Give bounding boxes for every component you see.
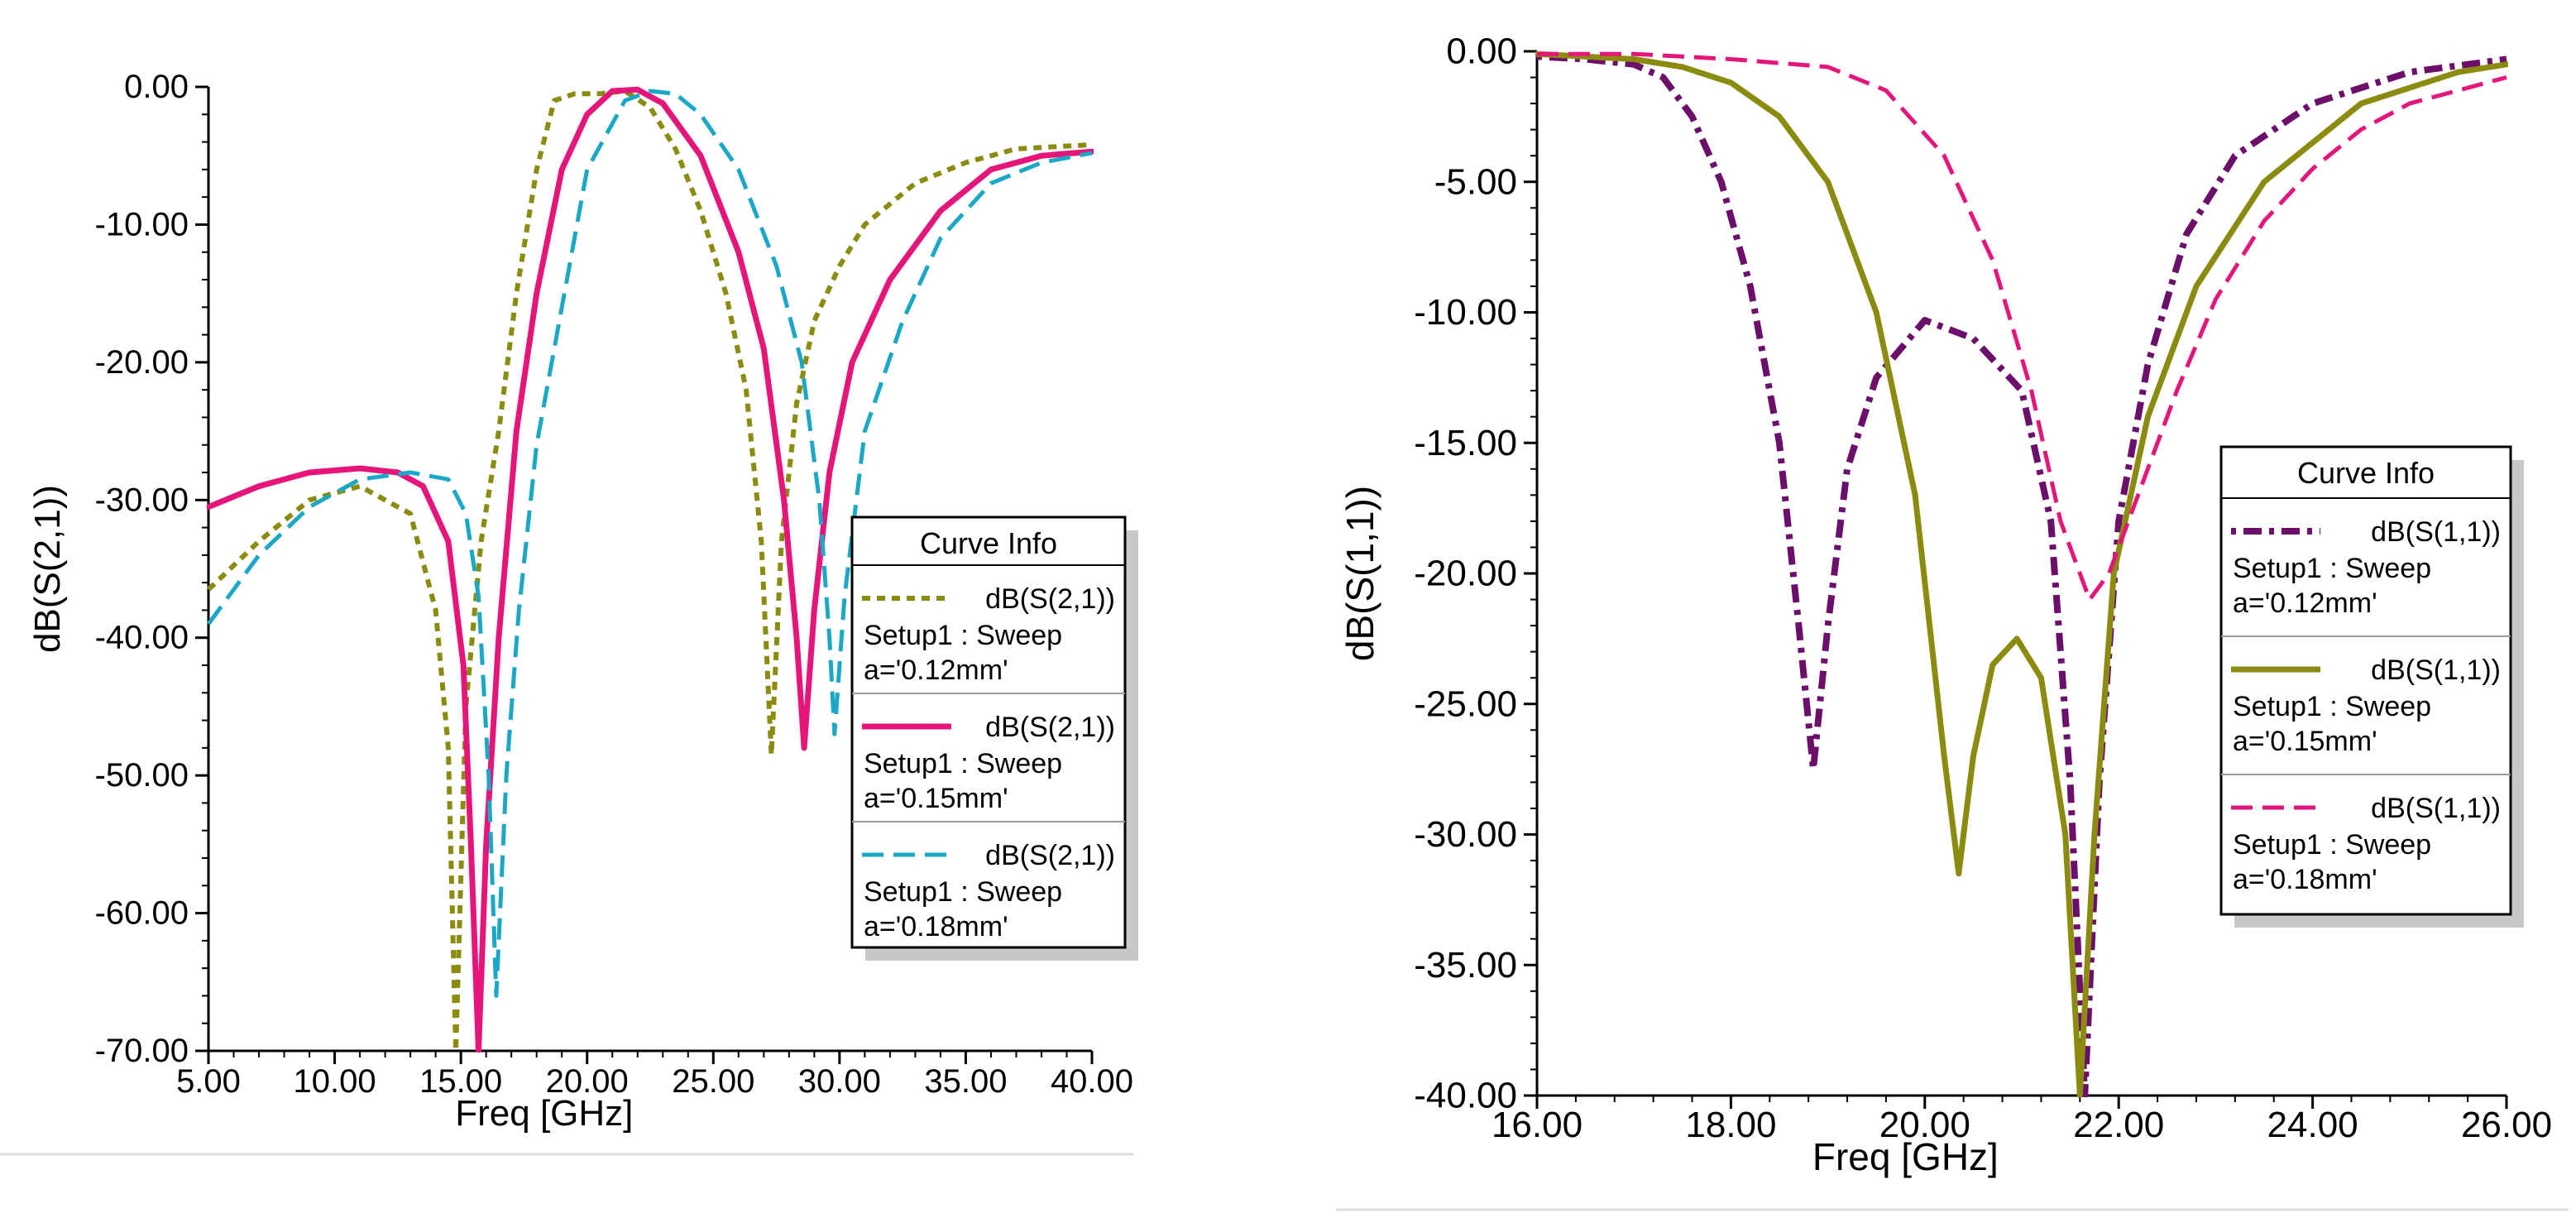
legend-entry-param: a='0.15mm' (2233, 726, 2377, 757)
legend-entry-name: dB(S(1,1)) (2371, 655, 2501, 686)
y-tick-label: -60.00 (95, 895, 189, 932)
chart-s21: 0.00 -10.00 -20.00 -30.00 -40.00 -50.00 -60.00… (27, 69, 1138, 1134)
legend-entry-param: a='0.12mm' (2233, 587, 2377, 619)
series-line-2 (207, 86, 1094, 1053)
chart-s11: 0.00 -5.00 -10.00 -15.00 -20.00 -25.00 -30.00 -… (1338, 31, 2552, 1179)
x-axis-label: Freq [GHz] (455, 1093, 633, 1134)
legend-entry-name: dB(S(1,1)) (2371, 793, 2501, 824)
x-tick-label: 5.00 (176, 1063, 241, 1100)
y-tick-label: 0.00 (124, 69, 189, 105)
series-group (1535, 50, 2508, 1097)
legend-entry-setup: Setup1 : Sweep (2233, 691, 2431, 722)
series-line-3 (207, 89, 1093, 998)
x-tick-label: 15.00 (419, 1063, 502, 1100)
y-tick-label: -20.00 (95, 344, 189, 381)
legend-entry-name: dB(S(2,1)) (985, 840, 1115, 871)
x-tick-label: 10.00 (294, 1063, 376, 1100)
series-line-3 (1537, 51, 2507, 602)
legend-entry-param: a='0.12mm' (864, 655, 1008, 686)
y-tick-label: -25.00 (1414, 683, 1517, 724)
legend-title: Curve Info (920, 526, 1057, 560)
legend-entry-setup: Setup1 : Sweep (864, 876, 1062, 908)
legend-entry-name: dB(S(2,1)) (985, 583, 1115, 615)
y-tick-label: 0.00 (1446, 31, 1517, 72)
legend-entry-name: dB(S(1,1)) (2371, 516, 2501, 548)
y-tick-label: -50.00 (95, 757, 189, 794)
x-tick-label: 18.00 (1685, 1105, 1776, 1145)
y-tick-label: -70.00 (95, 1033, 189, 1069)
series-line-1 (207, 89, 1093, 1053)
y-tick-label: -20.00 (1414, 554, 1517, 594)
legend-entry-setup: Setup1 : Sweep (864, 620, 1062, 651)
y-axis-label: dB(S(1,1)) (1338, 486, 1381, 661)
series-group (207, 86, 1094, 1053)
x-tick-label: 40.00 (1051, 1063, 1133, 1100)
x-tick-label: 30.00 (798, 1063, 881, 1100)
y-tick-label: -10.00 (95, 206, 189, 242)
x-tick-label: 16.00 (1491, 1105, 1582, 1145)
x-tick-label: 25.00 (672, 1063, 754, 1100)
x-tick-label: 26.00 (2461, 1105, 2552, 1145)
legend-title: Curve Info (2297, 456, 2435, 490)
y-axis-label: dB(S(2,1)) (27, 485, 68, 653)
series-line-1 (1536, 53, 2507, 1097)
legend-entry-param: a='0.15mm' (864, 783, 1008, 814)
y-tick-label: -40.00 (1414, 1076, 1517, 1116)
y-tick-label: -5.00 (1434, 161, 1517, 202)
legend-entry-setup: Setup1 : Sweep (864, 748, 1062, 779)
x-tick-label: 22.00 (2073, 1105, 2164, 1145)
legend-entry-setup: Setup1 : Sweep (2233, 829, 2431, 861)
legend-entry-name: dB(S(2,1)) (985, 712, 1115, 743)
y-tick-label: -30.00 (1414, 814, 1517, 855)
series-line-2 (1535, 50, 2508, 1097)
legend-entry-setup: Setup1 : Sweep (2233, 553, 2431, 584)
y-tick-label: -35.00 (1414, 945, 1517, 985)
legend-entry-param: a='0.18mm' (2233, 864, 2377, 895)
x-tick-label: 24.00 (2267, 1105, 2358, 1145)
x-axis-label: Freq [GHz] (1812, 1135, 1999, 1178)
legend-box (850, 515, 1127, 949)
x-tick-label: 20.00 (1879, 1105, 1970, 1145)
x-tick-label: 20.00 (546, 1063, 629, 1100)
y-tick-label: -15.00 (1414, 423, 1517, 463)
y-tick-label: -40.00 (95, 620, 189, 656)
legend-box (2219, 445, 2512, 916)
x-tick-label: 35.00 (924, 1063, 1007, 1100)
y-tick-label: -10.00 (1414, 292, 1517, 333)
y-tick-label: -30.00 (95, 482, 189, 518)
legend-entry-param: a='0.18mm' (864, 911, 1008, 942)
